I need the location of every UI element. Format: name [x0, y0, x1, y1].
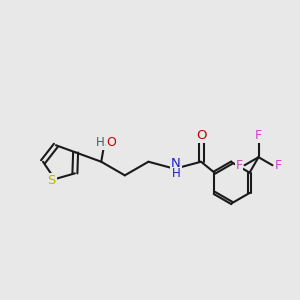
Text: O: O — [107, 136, 117, 149]
Text: H: H — [172, 167, 180, 180]
Text: F: F — [255, 129, 262, 142]
Text: S: S — [48, 174, 56, 187]
Text: H: H — [95, 136, 104, 149]
Text: F: F — [274, 159, 281, 172]
Text: N: N — [171, 157, 181, 170]
Text: F: F — [236, 159, 243, 172]
Text: O: O — [196, 130, 206, 142]
